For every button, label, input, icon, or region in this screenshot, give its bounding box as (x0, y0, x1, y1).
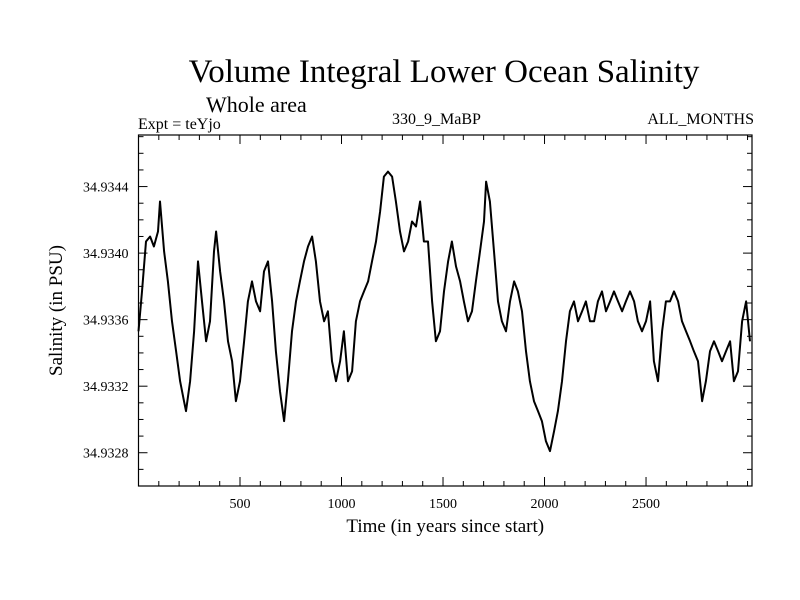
period-label: 330_9_MaBP (392, 111, 481, 128)
x-tick-label: 1000 (328, 497, 356, 512)
salinity-series-line (137, 170, 751, 453)
x-tick-label: 500 (230, 497, 251, 512)
axis-ticks (138, 135, 752, 486)
chart-subtitle: Whole area (206, 92, 307, 117)
y-axis-title: Salinity (in PSU) (46, 245, 67, 376)
months-label: ALL_MONTHS (647, 111, 754, 128)
x-axis-title: Time (in years since start) (346, 516, 544, 537)
chart-title: Volume Integral Lower Ocean Salinity (188, 54, 700, 90)
y-tick-label: 34.9328 (83, 447, 129, 462)
x-tick-label: 2500 (632, 497, 660, 512)
y-tick-label: 34.9340 (83, 247, 129, 262)
x-tick-label: 2000 (531, 497, 559, 512)
plot-frame (137, 134, 753, 487)
y-tick-label: 34.9344 (83, 181, 129, 196)
y-tick-label: 34.9332 (83, 380, 129, 395)
axis-tick-labels: 500 1000 1500 2000 2500 34.9328 34.9332 34.9336… (83, 181, 660, 512)
experiment-label: Expt = teYjo (138, 116, 221, 133)
x-tick-label: 1500 (429, 497, 457, 512)
y-tick-label: 34.9336 (83, 314, 129, 329)
